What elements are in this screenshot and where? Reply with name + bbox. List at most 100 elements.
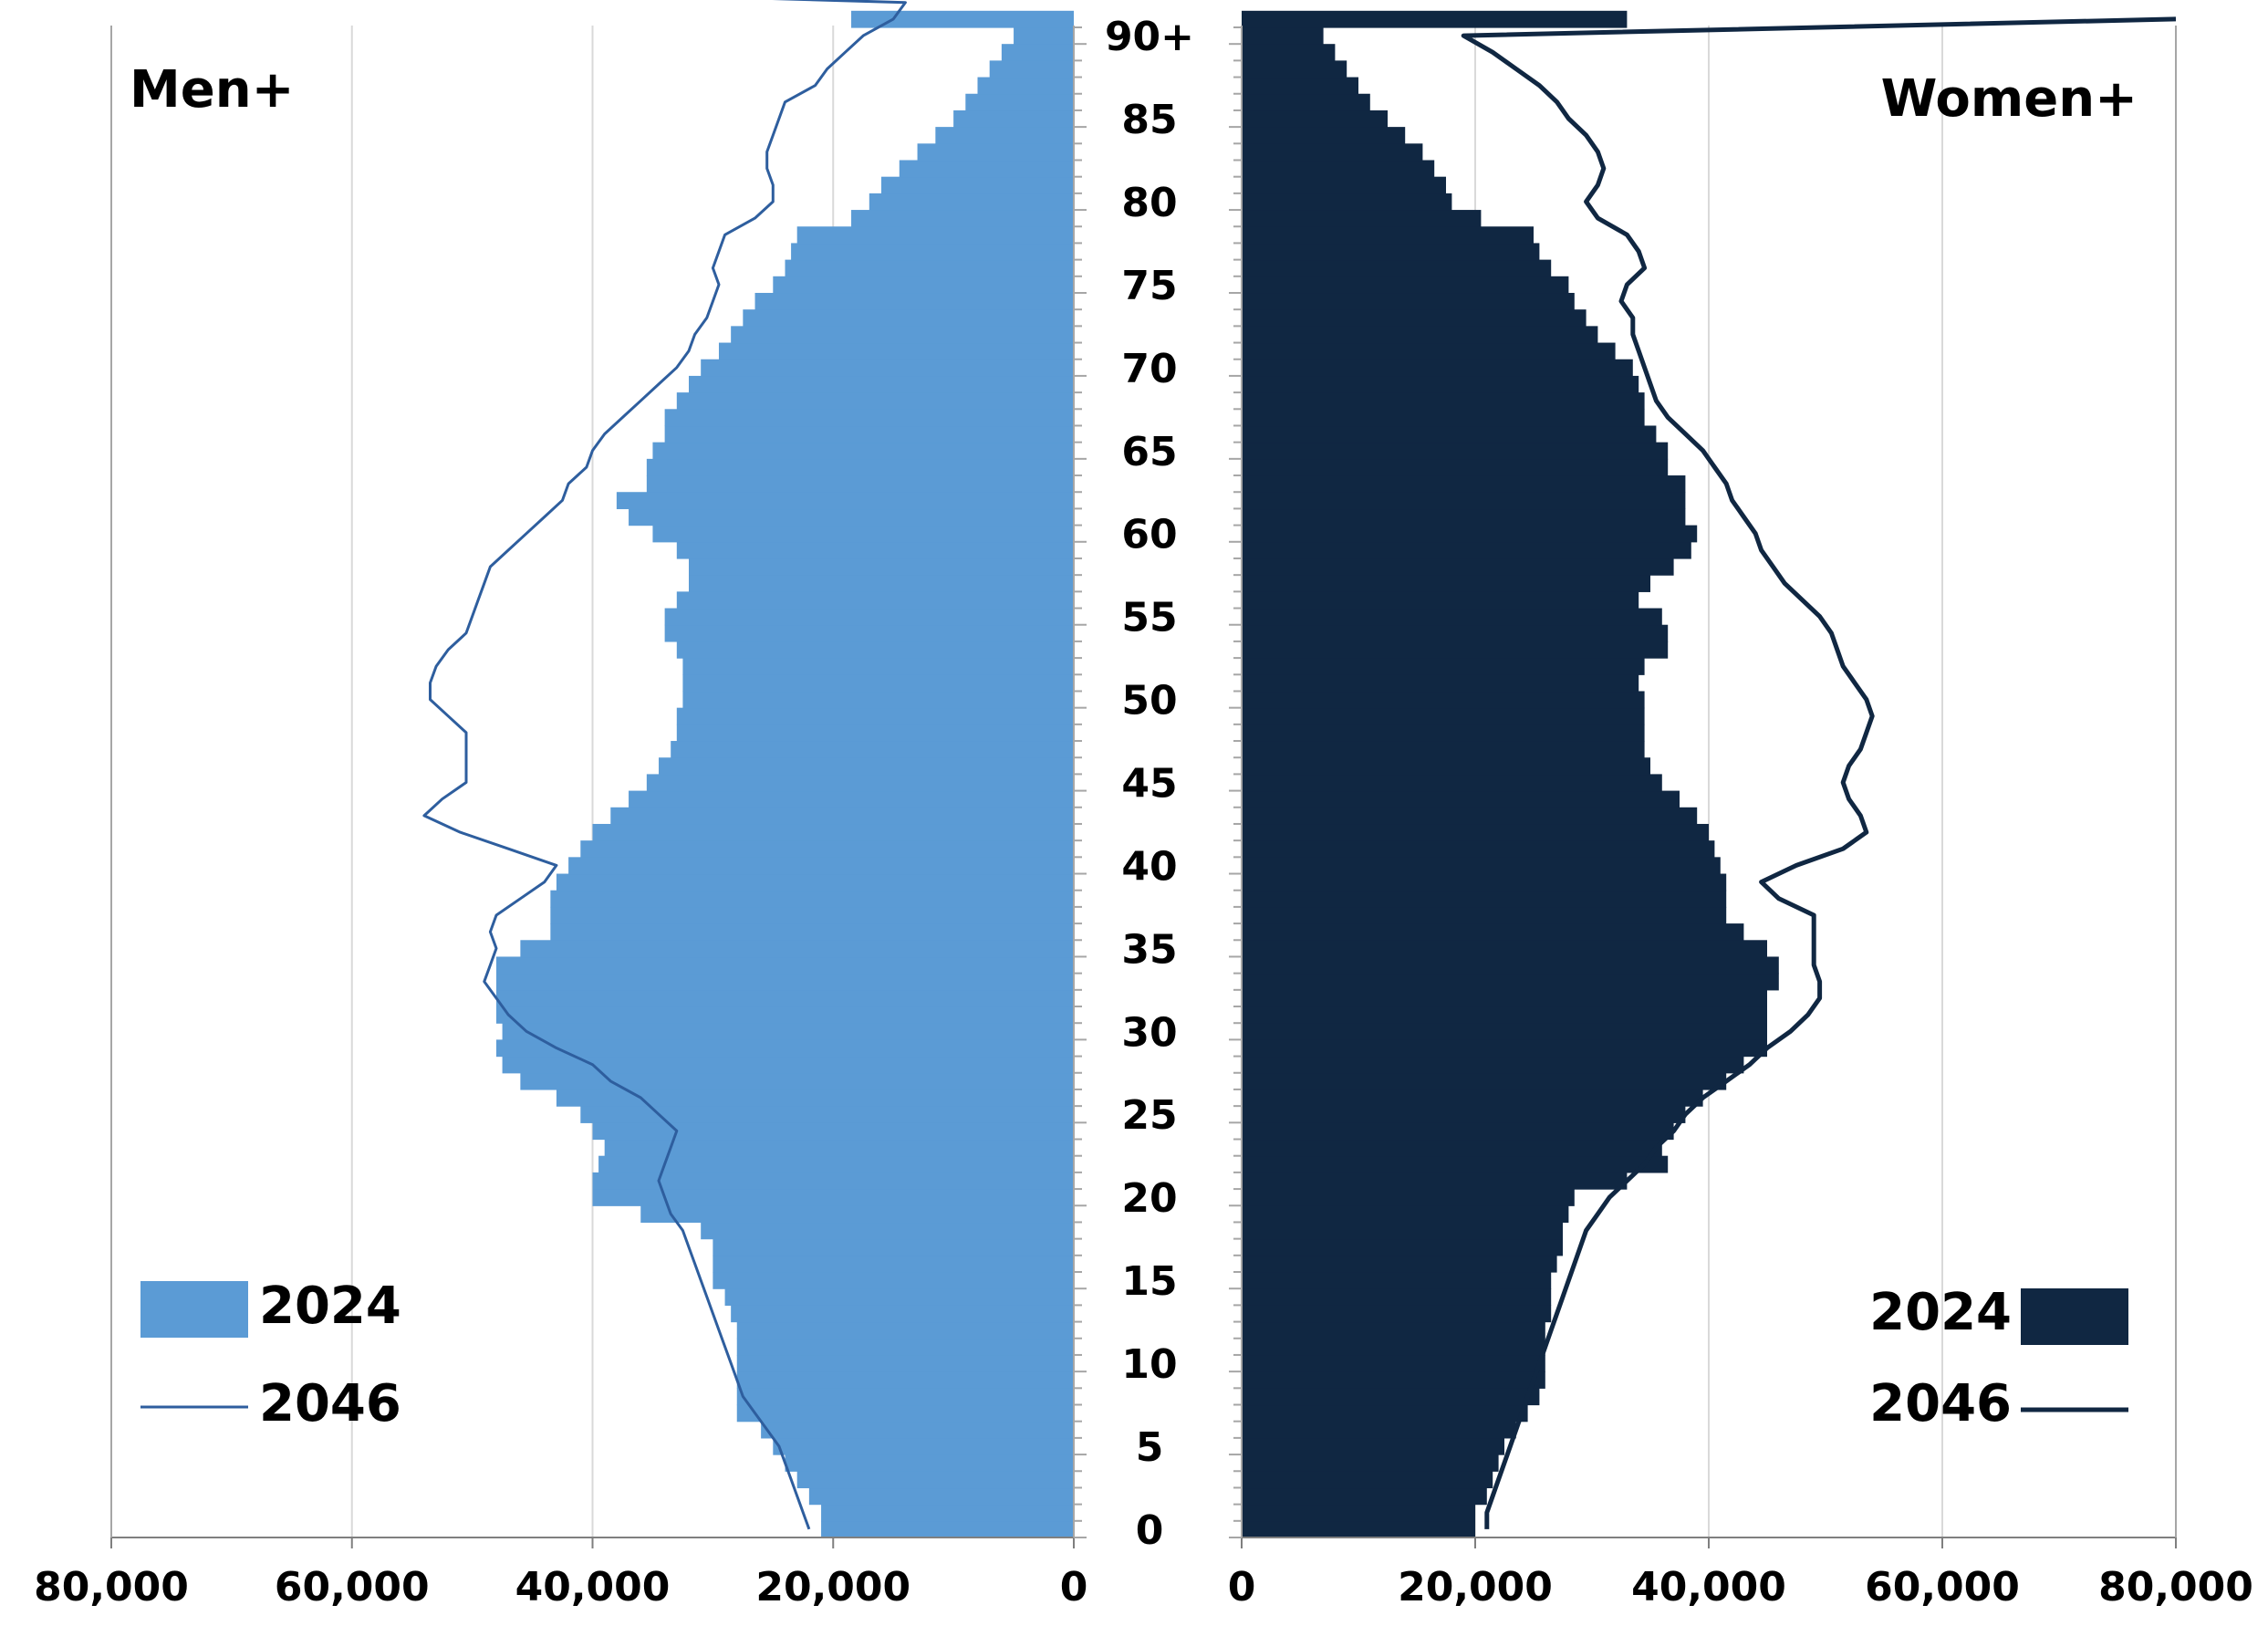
bar-age-55 xyxy=(1242,608,1662,626)
legend-label-bar: 2024 xyxy=(259,1277,401,1336)
x-tick-label: 60,000 xyxy=(1865,1564,2020,1610)
bar-age-49 xyxy=(1242,707,1645,725)
bar-age-40 xyxy=(568,857,1074,875)
bar-age-14 xyxy=(1242,1288,1552,1306)
bar-age-3 xyxy=(796,1471,1074,1489)
bar-age-74 xyxy=(754,292,1074,310)
age-tick-label: 30 xyxy=(1121,1009,1177,1056)
bar-age-18 xyxy=(1242,1222,1563,1240)
bar-age-7 xyxy=(736,1404,1074,1423)
bar-age-29 xyxy=(496,1039,1074,1058)
bar-age-36 xyxy=(550,923,1074,941)
bar-age-39 xyxy=(556,873,1074,891)
panel-title: Men+ xyxy=(130,60,295,120)
bar-age-75 xyxy=(1242,276,1569,294)
bar-age-34 xyxy=(496,956,1074,975)
bar-age-77 xyxy=(1242,243,1540,261)
bar-age-32 xyxy=(1242,989,1767,1007)
bar-age-52 xyxy=(1242,658,1645,675)
bar-age-23 xyxy=(1242,1139,1662,1157)
bar-age-54 xyxy=(664,624,1074,642)
bar-age-81 xyxy=(881,176,1074,194)
bar-age-30 xyxy=(502,1023,1074,1040)
bar-age-43 xyxy=(610,807,1074,825)
x-tick-label: 40,000 xyxy=(1631,1564,1786,1610)
bar-age-21 xyxy=(592,1172,1074,1190)
bar-age-4 xyxy=(1242,1454,1499,1472)
bar-age-76 xyxy=(785,259,1074,277)
bar-age-82 xyxy=(899,160,1074,178)
age-tick-label: 55 xyxy=(1121,595,1177,641)
bar-age-77 xyxy=(791,243,1074,261)
bar-age-86 xyxy=(1242,93,1370,111)
bar-age-17 xyxy=(713,1238,1074,1256)
bar-age-62 xyxy=(616,492,1074,510)
bar-age-46 xyxy=(659,757,1074,776)
bar-age-48 xyxy=(676,724,1074,742)
bar-age-75 xyxy=(773,276,1074,294)
bar-age-1 xyxy=(1242,1504,1475,1522)
bar-age-26 xyxy=(1242,1089,1703,1107)
bar-age-33 xyxy=(1242,973,1779,991)
bar-age-83 xyxy=(1242,143,1423,162)
bar-age-67 xyxy=(664,409,1074,427)
bar-age-44 xyxy=(629,790,1074,808)
bar-age-81 xyxy=(1242,176,1446,194)
bar-age-86 xyxy=(965,93,1074,111)
bar-age-35 xyxy=(1242,940,1767,958)
bar-age-1 xyxy=(821,1504,1074,1522)
x-tick-label: 0 xyxy=(1228,1564,1256,1610)
bar-age-85 xyxy=(1242,109,1388,128)
bar-age-61 xyxy=(629,508,1074,526)
bar-age-10 xyxy=(736,1354,1074,1372)
bar-age-47 xyxy=(1242,741,1645,758)
age-tick-label: 85 xyxy=(1121,97,1177,143)
bar-age-10 xyxy=(1242,1354,1545,1372)
bar-age-19 xyxy=(640,1205,1074,1224)
bar-age-59 xyxy=(676,541,1074,559)
bar-age-15 xyxy=(1242,1272,1552,1289)
bar-age-54 xyxy=(1242,624,1669,642)
bar-age-5 xyxy=(773,1437,1074,1455)
bar-age-32 xyxy=(496,989,1074,1007)
bar-age-28 xyxy=(502,1056,1074,1074)
bar-age-42 xyxy=(1242,823,1709,841)
bar-age-24 xyxy=(592,1122,1074,1141)
bar-age-37 xyxy=(1242,906,1727,924)
bar-age-59 xyxy=(1242,541,1691,559)
bar-age-35 xyxy=(520,940,1074,958)
bar-age-22 xyxy=(598,1155,1074,1173)
bar-age-69 xyxy=(689,375,1074,393)
bar-age-70 xyxy=(701,359,1074,377)
bar-age-72 xyxy=(1242,326,1598,344)
bar-age-36 xyxy=(1242,923,1744,941)
panel-title: Women+ xyxy=(1881,69,2138,129)
bar-age-38 xyxy=(1242,890,1727,908)
bar-age-8 xyxy=(736,1388,1074,1406)
bar-age-46 xyxy=(1242,757,1650,776)
age-tick-label: 15 xyxy=(1121,1258,1177,1305)
bar-age-30 xyxy=(1242,1023,1767,1040)
bar-age-25 xyxy=(1242,1106,1686,1123)
bar-age-33 xyxy=(496,973,1074,991)
bar-age-27 xyxy=(520,1072,1074,1090)
bar-age-52 xyxy=(682,658,1074,675)
bar-age-64 xyxy=(646,458,1074,476)
bar-age-28 xyxy=(1242,1056,1744,1074)
bar-age-9 xyxy=(1242,1371,1545,1389)
bar-age-43 xyxy=(1242,807,1698,825)
bar-age-53 xyxy=(1242,641,1669,659)
bar-age-45 xyxy=(1242,774,1662,792)
bar-age-78 xyxy=(1242,226,1534,245)
bar-age-12 xyxy=(1242,1321,1545,1339)
bar-age-39 xyxy=(1242,873,1727,891)
bar-age-89 xyxy=(1001,44,1074,61)
bar-age-60 xyxy=(1242,525,1698,543)
bar-age-13 xyxy=(731,1305,1074,1323)
bar-age-88 xyxy=(1242,60,1347,78)
bar-age-24 xyxy=(1242,1122,1674,1141)
bar-age-70 xyxy=(1242,359,1633,377)
bar-age-4 xyxy=(785,1454,1074,1472)
legend-swatch-bar xyxy=(140,1281,248,1338)
